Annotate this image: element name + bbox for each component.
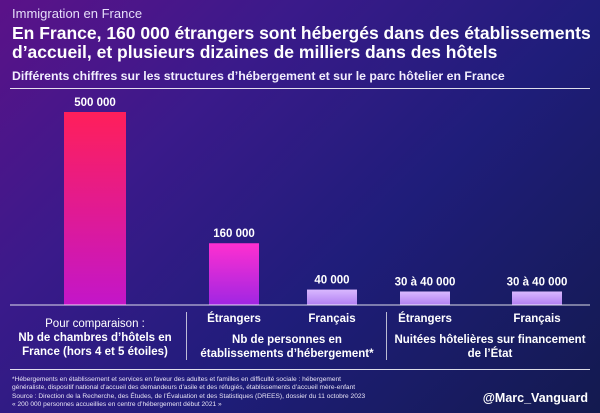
group-label-etablissements-line2: établissements d’hébergement* — [200, 348, 374, 360]
footer-rule — [10, 369, 590, 370]
group-label-etablissements-line1: Nb de personnes en — [232, 334, 342, 346]
x-label-etrangers-1: Étrangers — [207, 313, 261, 325]
data-label-etrangers-etablissements: 160 000 — [213, 228, 255, 240]
kicker: Immigration en France — [12, 6, 143, 21]
comparison-label-line1: Pour comparaison : — [45, 318, 145, 330]
source-line1: Source : Direction de la Recherche, des … — [12, 392, 366, 400]
chart-subtitle: Différents chiffres sur les structures d… — [12, 69, 505, 83]
top-rule — [10, 88, 590, 89]
data-label-francais-etablissements: 40 000 — [314, 275, 349, 287]
page-title: En France, 160 000 étrangers sont héberg… — [12, 23, 591, 62]
footnote-line2: généraliste, dispositif national d’accue… — [12, 384, 356, 392]
bar-etrangers-nuitees — [400, 291, 450, 305]
bar-francais-etablissements — [307, 289, 357, 305]
footnotes: *Hébergements en établissement et servic… — [12, 376, 452, 409]
x-label-etrangers-2: Étrangers — [398, 313, 452, 325]
x-label-francais-1: Français — [308, 313, 356, 325]
group-label-nuitees: Nuitées hôtelières sur financement de l’… — [390, 333, 590, 361]
source-line2: « 200 000 personnes accueillies en centr… — [12, 400, 222, 408]
data-label-etrangers-nuitees: 30 à 40 000 — [395, 276, 456, 288]
bar-francais-nuitees — [512, 291, 562, 305]
bar-etrangers-etablissements — [209, 243, 259, 305]
group-label-etablissements: Nb de personnes en établissements d’hébe… — [190, 333, 384, 361]
separator-left — [186, 312, 187, 360]
footnote-line1: *Hébergements en établissement et servic… — [12, 376, 342, 383]
data-label-francais-nuitees: 30 à 40 000 — [507, 276, 568, 288]
comparison-label-line2: Nb de chambres d’hôtels en — [18, 332, 172, 344]
comparison-label: Pour comparaison : Nb de chambres d’hôte… — [14, 317, 176, 359]
x-label-francais-2: Français — [513, 313, 561, 325]
author-watermark: @Marc_Vanguard — [482, 391, 588, 405]
group-label-nuitees-line1: Nuitées hôtelières sur financement — [394, 334, 586, 346]
comparison-label-line3: France (hors 4 et 5 étoiles) — [22, 346, 168, 358]
bar-comparison-chambres — [64, 112, 126, 305]
separator-right — [386, 312, 387, 360]
data-label-comparison-chambres: 500 000 — [74, 97, 116, 109]
group-label-nuitees-line2: de l’État — [467, 348, 513, 360]
